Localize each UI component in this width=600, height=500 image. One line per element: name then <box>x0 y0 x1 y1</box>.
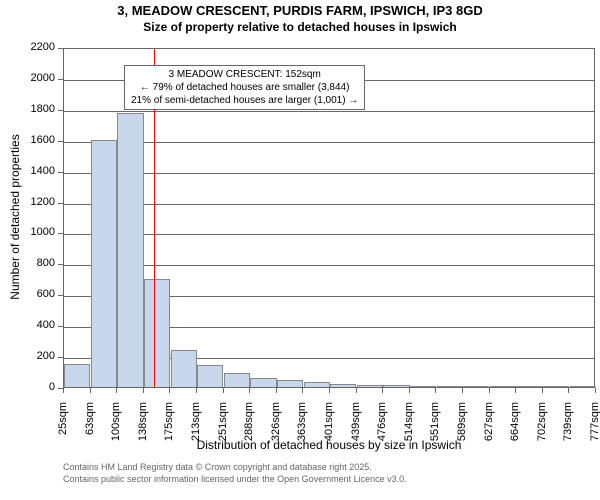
x-tick-mark <box>223 388 224 393</box>
y-tick-label: 1600 <box>15 134 55 146</box>
x-tick-label: 175sqm <box>163 402 175 462</box>
bar <box>277 380 303 387</box>
y-tick-mark <box>58 264 63 265</box>
x-tick-mark <box>489 388 490 393</box>
annotation-box: 3 MEADOW CRESCENT: 152sqm ← 79% of detac… <box>124 65 365 110</box>
bar <box>197 365 223 387</box>
bar <box>64 364 90 387</box>
annotation-line3: 21% of semi-detached houses are larger (… <box>131 94 358 107</box>
y-tick-label: 800 <box>15 257 55 269</box>
x-tick-label: 476sqm <box>376 402 388 462</box>
x-tick-mark <box>90 388 91 393</box>
annotation-line2: ← 79% of detached houses are smaller (3,… <box>131 81 358 94</box>
chart-title-sub: Size of property relative to detached ho… <box>0 20 600 34</box>
y-tick-label: 400 <box>15 319 55 331</box>
y-tick-label: 1000 <box>15 226 55 238</box>
x-tick-mark <box>63 388 64 393</box>
y-tick-mark <box>58 110 63 111</box>
x-tick-mark <box>435 388 436 393</box>
y-tick-mark <box>58 141 63 142</box>
x-tick-label: 63sqm <box>84 402 96 462</box>
x-tick-mark <box>329 388 330 393</box>
x-tick-label: 627sqm <box>483 402 495 462</box>
x-tick-label: 25sqm <box>57 402 69 462</box>
annotation-line1: 3 MEADOW CRESCENT: 152sqm <box>131 68 358 81</box>
x-tick-mark <box>382 388 383 393</box>
x-tick-label: 702sqm <box>536 402 548 462</box>
bar <box>490 386 516 387</box>
x-tick-mark <box>515 388 516 393</box>
bar <box>357 385 383 387</box>
y-tick-mark <box>58 357 63 358</box>
bar <box>91 140 117 387</box>
bar <box>516 386 542 387</box>
x-tick-mark <box>302 388 303 393</box>
footer-line1: Contains HM Land Registry data © Crown c… <box>63 462 407 474</box>
gridline <box>64 111 594 112</box>
x-tick-mark <box>356 388 357 393</box>
x-tick-mark <box>196 388 197 393</box>
y-tick-label: 600 <box>15 288 55 300</box>
x-tick-mark <box>143 388 144 393</box>
x-axis-label: Distribution of detached houses by size … <box>63 438 595 452</box>
bar <box>117 113 143 387</box>
footer: Contains HM Land Registry data © Crown c… <box>63 462 407 485</box>
x-tick-mark <box>542 388 543 393</box>
x-tick-label: 251sqm <box>217 402 229 462</box>
y-tick-mark <box>58 233 63 234</box>
bar <box>383 385 409 387</box>
x-tick-mark <box>276 388 277 393</box>
x-tick-mark <box>568 388 569 393</box>
x-tick-label: 326sqm <box>270 402 282 462</box>
x-tick-mark <box>595 388 596 393</box>
x-tick-label: 213sqm <box>190 402 202 462</box>
y-tick-mark <box>58 172 63 173</box>
x-tick-label: 777sqm <box>589 402 600 462</box>
x-tick-label: 551sqm <box>429 402 441 462</box>
plot-area: 3 MEADOW CRESCENT: 152sqm ← 79% of detac… <box>63 48 595 388</box>
y-tick-label: 1200 <box>15 196 55 208</box>
bar <box>304 382 330 387</box>
footer-line2: Contains public sector information licen… <box>63 474 407 486</box>
bar <box>250 378 276 387</box>
bar <box>543 386 569 387</box>
bar <box>330 384 356 387</box>
x-tick-label: 589sqm <box>456 402 468 462</box>
y-tick-mark <box>58 295 63 296</box>
x-tick-mark <box>462 388 463 393</box>
x-tick-mark <box>169 388 170 393</box>
x-tick-label: 288sqm <box>243 402 255 462</box>
y-tick-label: 1800 <box>15 103 55 115</box>
y-tick-label: 1400 <box>15 165 55 177</box>
chart-title-main: 3, MEADOW CRESCENT, PURDIS FARM, IPSWICH… <box>0 3 600 18</box>
x-tick-mark <box>116 388 117 393</box>
x-tick-label: 739sqm <box>562 402 574 462</box>
y-tick-mark <box>58 48 63 49</box>
y-tick-mark <box>58 203 63 204</box>
bar <box>570 386 596 387</box>
bar <box>437 386 463 387</box>
y-tick-label: 2000 <box>15 72 55 84</box>
bar <box>224 373 250 387</box>
bar <box>463 386 489 387</box>
x-tick-mark <box>249 388 250 393</box>
x-tick-label: 100sqm <box>110 402 122 462</box>
y-tick-mark <box>58 79 63 80</box>
y-tick-label: 2200 <box>15 41 55 53</box>
x-tick-mark <box>409 388 410 393</box>
x-tick-label: 664sqm <box>509 402 521 462</box>
x-tick-label: 439sqm <box>350 402 362 462</box>
x-tick-label: 363sqm <box>296 402 308 462</box>
y-tick-label: 200 <box>15 350 55 362</box>
y-tick-label: 0 <box>15 381 55 393</box>
x-tick-label: 514sqm <box>403 402 415 462</box>
bar <box>410 386 436 387</box>
bar <box>171 350 197 387</box>
y-tick-mark <box>58 326 63 327</box>
x-tick-label: 401sqm <box>323 402 335 462</box>
x-tick-label: 138sqm <box>137 402 149 462</box>
bar <box>144 279 170 387</box>
